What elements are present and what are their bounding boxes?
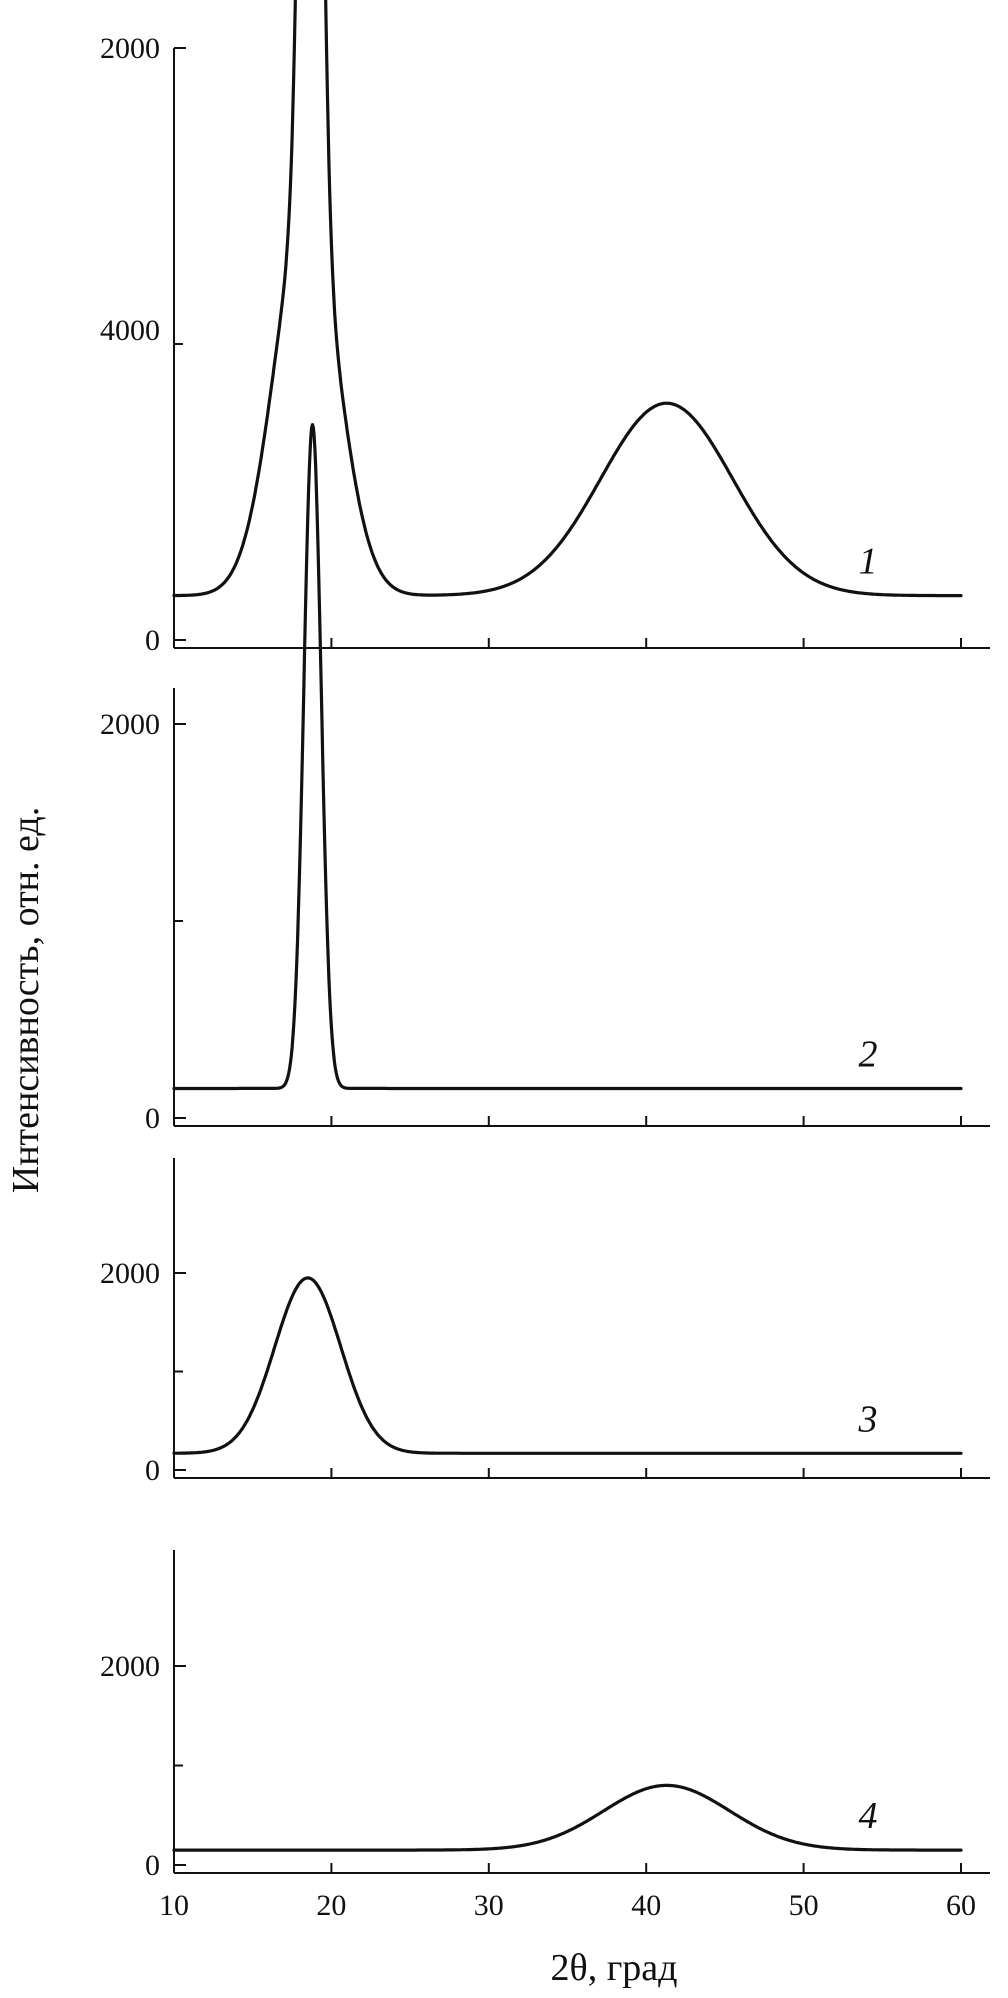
curve-1 [172, 0, 963, 598]
x-tick-label: 10 [159, 1889, 189, 1922]
x-axis-title: 2θ, град [551, 1947, 678, 1989]
curve-2 [172, 423, 963, 1091]
x-tick-label: 50 [789, 1889, 819, 1922]
y-tick-label-3: 0 [145, 1454, 160, 1487]
x-tick-label: 40 [631, 1889, 661, 1922]
y-tick-label-2: 2000 [100, 708, 160, 741]
panel-3: 0 2000 3 [100, 1158, 990, 1487]
x-tick-label: 60 [946, 1889, 976, 1922]
curve-label-1: 1 [859, 541, 878, 583]
curve-label-4: 4 [859, 1795, 878, 1837]
y-tick-label-1: 0 [145, 624, 160, 657]
y-tick-label-4: 0 [145, 1849, 160, 1882]
panel-4: 0 2000 4 [100, 1550, 990, 1882]
panels-group: 0200040006000102000400020200030200041020… [100, 0, 990, 1922]
y-tick-label-2: 4000 [100, 314, 160, 347]
curve-4 [172, 1783, 963, 1852]
curve-label-2: 2 [859, 1033, 878, 1075]
y-tick-label-2: 0 [145, 1102, 160, 1135]
panel-2: 0 2000 4000 2 [100, 314, 990, 1135]
x-tick-label: 30 [474, 1889, 504, 1922]
y-tick-label-3: 2000 [100, 1257, 160, 1290]
curve-3 [172, 1276, 963, 1455]
curve-label-3: 3 [858, 1398, 878, 1440]
panel-1: 02000400060001 [100, 0, 990, 657]
y-tick-label-1: 2000 [100, 32, 160, 65]
y-axis-title: Интенсивность, отн. ед. [5, 807, 47, 1193]
y-tick-label-4: 2000 [100, 1650, 160, 1683]
x-tick-label: 20 [316, 1889, 346, 1922]
